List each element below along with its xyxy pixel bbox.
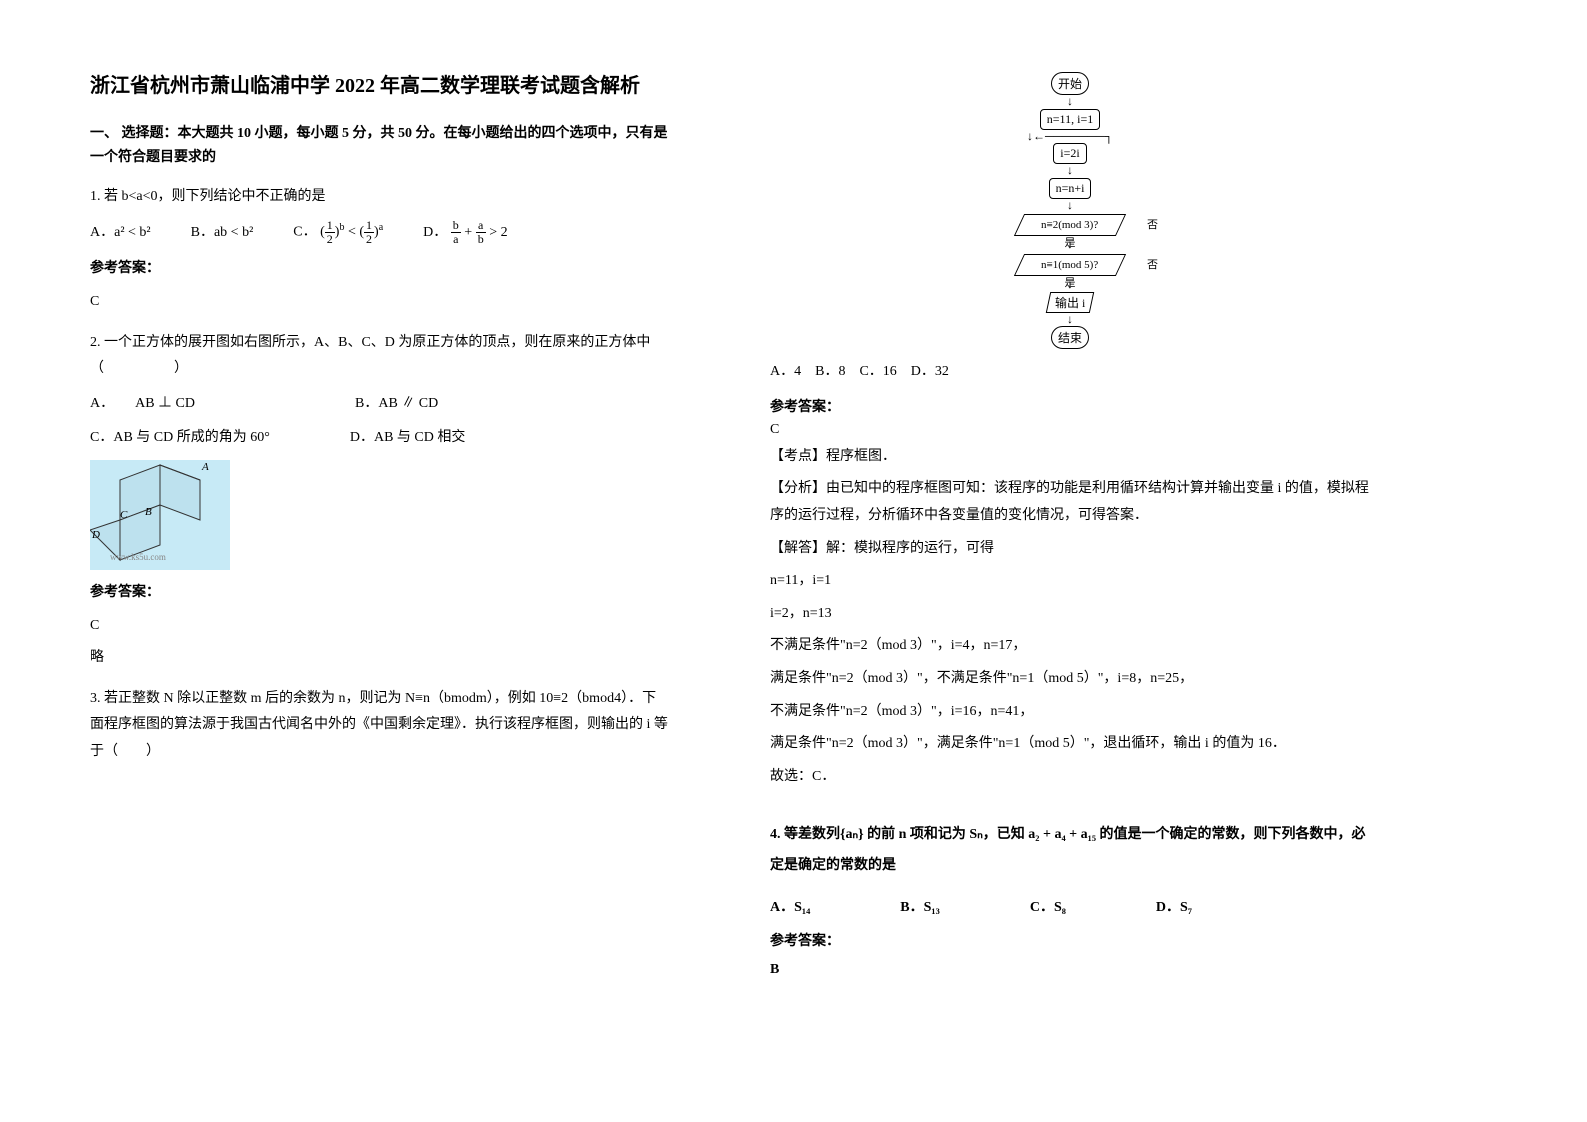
fc-output: 输出 i xyxy=(1046,292,1095,313)
fc-cond1-text: n≡2(mod 3)? xyxy=(1041,219,1098,231)
fc-arrow: ↓ xyxy=(990,315,1150,325)
q3-options: A．4 B．8 C．16 D．32 xyxy=(770,359,1370,386)
svg-text:C: C xyxy=(120,509,128,521)
fc-arrow: ↓ xyxy=(990,201,1150,211)
q4-option-d: D．S₇ xyxy=(1156,896,1192,916)
fc-output-text: 输出 i xyxy=(1055,294,1085,311)
fc-step2: n=n+i xyxy=(1049,178,1092,199)
q2-watermark: www.ks5u.com xyxy=(110,549,166,566)
q2-option-c: C．AB 与 CD 所成的角为 60° xyxy=(90,425,270,452)
q1-option-b: B．ab < b² xyxy=(191,220,254,247)
q2-option-b: B．AB ∥ CD xyxy=(355,391,438,418)
q4-options: A．S₁₄ B．S₁₃ C．S₈ D．S₇ xyxy=(770,896,1370,916)
right-column: 开始 ↓ n=11, i=1 ↓←───────┐ i=2i ↓ n=n+i ↓… xyxy=(770,70,1370,984)
fc-end: 结束 xyxy=(1051,326,1089,349)
section1-title: 一、 选择题：本大题共 10 小题，每小题 5 分，共 50 分。在每小题给出的… xyxy=(90,122,670,170)
q3-answer-label: 参考答案： xyxy=(770,396,1370,416)
q3-flowchart: 开始 ↓ n=11, i=1 ↓←───────┐ i=2i ↓ n=n+i ↓… xyxy=(990,72,1150,349)
q2-note: 略 xyxy=(90,645,670,672)
q4-option-b: B．S₁₃ xyxy=(900,896,940,916)
q3-tag: 【考点】程序框图． xyxy=(770,444,1370,471)
q3-analysis-label: 【分析】 xyxy=(770,481,826,496)
q1-d-prefix: D． xyxy=(423,225,447,240)
fc-cond2-text: n≡1(mod 5)? xyxy=(1041,259,1098,271)
q3-s3: 不满足条件"n=2（mod 3）"，i=4，n=17， xyxy=(770,633,1370,660)
fc-step1: i=2i xyxy=(1053,143,1086,164)
q3-solve-label: 【解答】解：模拟程序的运行，可得 xyxy=(770,536,1370,563)
q3-analysis: 【分析】由已知中的程序框图可知：该程序的功能是利用循环结构计算并输出变量 i 的… xyxy=(770,476,1370,529)
q3-s1: n=11，i=1 xyxy=(770,568,1370,595)
q1-options: A．a² < b² B．ab < b² C． (12)b < (12)a D． … xyxy=(90,218,670,246)
q1-stem: 1. 若 b<a<0，则下列结论中不正确的是 xyxy=(90,184,670,211)
q1-answer: C xyxy=(90,289,670,316)
fc-cond2: n≡1(mod 5)? xyxy=(1014,254,1126,276)
q3-s4: 满足条件"n=2（mod 3）"，不满足条件"n=1（mod 5）"，i=8，n… xyxy=(770,666,1370,693)
fc-arrow: ↓←───────┐ xyxy=(990,132,1150,142)
fc-init: n=11, i=1 xyxy=(1040,109,1100,130)
q3-stem: 3. 若正整数 N 除以正整数 m 后的余数为 n，则记为 N≡n（bmodm）… xyxy=(90,691,668,759)
q4-pre: 4. 等差数列 xyxy=(770,827,840,842)
svg-text:B: B xyxy=(145,506,152,518)
exam-title: 浙江省杭州市萧山临浦中学 2022 年高二数学理联考试题含解析 xyxy=(90,70,670,102)
svg-text:A: A xyxy=(201,461,209,473)
fc-yes-label: 是 xyxy=(1065,234,1076,250)
q2-answer: C xyxy=(90,613,670,640)
question-3-stem: 3. 若正整数 N 除以正整数 m 后的余数为 n，则记为 N≡n（bmodm）… xyxy=(90,686,670,766)
q1-c-prefix: C． xyxy=(293,225,316,240)
q2-options-row2: C．AB 与 CD 所成的角为 60° D．AB 与 CD 相交 xyxy=(90,425,670,452)
fc-yes-label2: 是 xyxy=(1065,274,1076,290)
q2-figure: A B C D www.ks5u.com xyxy=(90,460,230,570)
q2-option-d: D．AB 与 CD 相交 xyxy=(350,425,466,452)
fc-arrow: ↓ xyxy=(990,166,1150,176)
fc-start: 开始 xyxy=(1051,72,1089,95)
q4-answer-label: 参考答案： xyxy=(770,930,1370,950)
fc-arrow: ↓ xyxy=(990,97,1150,107)
q4-option-c: C．S₈ xyxy=(1030,896,1066,916)
q1-option-d: D． ba + ab > 2 xyxy=(423,219,507,247)
q3-analysis-text: 由已知中的程序框图可知：该程序的功能是利用循环结构计算并输出变量 i 的值，模拟… xyxy=(770,481,1369,523)
q3-answer: C xyxy=(770,422,1370,438)
q3-s2: i=2，n=13 xyxy=(770,601,1370,628)
q4-option-a: A．S₁₄ xyxy=(770,896,810,916)
q4-expr: a₂ + a₄ + a₁₅ xyxy=(1028,827,1096,842)
left-column: 浙江省杭州市萧山临浦中学 2022 年高二数学理联考试题含解析 一、 选择题：本… xyxy=(90,70,670,984)
q1-answer-label: 参考答案： xyxy=(90,256,670,283)
q2-option-a: A． AB ⊥ CD xyxy=(90,391,195,418)
q2-options-row1: A． AB ⊥ CD B．AB ∥ CD xyxy=(90,391,670,418)
q1-option-a: A．a² < b² xyxy=(90,220,151,247)
svg-text:D: D xyxy=(91,529,100,541)
q3-s5: 不满足条件"n=2（mod 3）"，i=16，n=41， xyxy=(770,699,1370,726)
question-4: 4. 等差数列{aₙ} 的前 n 项和记为 Sₙ，已知 a₂ + a₄ + a₁… xyxy=(770,820,1370,882)
fc-no-label2: 否 xyxy=(1147,256,1158,272)
question-2: 2. 一个正方体的展开图如右图所示，A、B、C、D 为原正方体的顶点，则在原来的… xyxy=(90,330,670,672)
fc-no-label: 否 xyxy=(1147,216,1158,232)
q4-mid1: 的前 n 项和记为 Sₙ，已知 xyxy=(864,827,1029,842)
q4-answer: B xyxy=(770,962,1370,978)
fc-cond1: n≡2(mod 3)? xyxy=(1014,214,1126,236)
q2-answer-label: 参考答案： xyxy=(90,580,670,607)
q1-option-c: C． (12)b < (12)a xyxy=(293,218,383,246)
q2-stem: 2. 一个正方体的展开图如右图所示，A、B、C、D 为原正方体的顶点，则在原来的… xyxy=(90,330,670,383)
q3-s7: 故选：C． xyxy=(770,764,1370,791)
q4-brace: {aₙ} xyxy=(840,827,864,842)
question-1: 1. 若 b<a<0，则下列结论中不正确的是 A．a² < b² B．ab < … xyxy=(90,184,670,316)
q3-s6: 满足条件"n=2（mod 3）"，满足条件"n=1（mod 5）"，退出循环，输… xyxy=(770,731,1370,758)
